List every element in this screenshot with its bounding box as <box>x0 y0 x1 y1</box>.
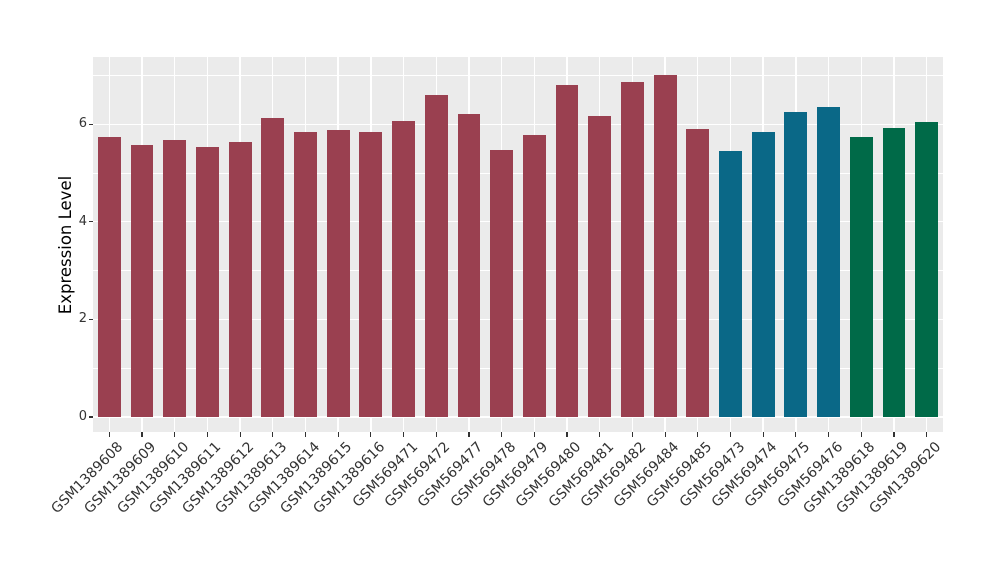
bar-GSM1389620 <box>915 121 939 417</box>
x-axis-tick <box>435 432 437 437</box>
x-axis-tick <box>402 432 405 437</box>
bar-GSM569480 <box>555 85 579 417</box>
x-axis-tick <box>370 432 372 437</box>
major-gridline <box>93 123 943 125</box>
bar-GSM569478 <box>490 150 514 417</box>
major-gridline <box>93 221 943 223</box>
x-axis-tick <box>468 432 470 437</box>
bar-GSM569477 <box>457 114 481 417</box>
x-axis-tick <box>729 432 732 437</box>
bar-GSM1389611 <box>195 147 219 417</box>
minor-gridline <box>93 172 943 174</box>
minor-gridline <box>93 75 943 76</box>
bar-GSM1389618 <box>849 136 873 417</box>
bar-GSM569476 <box>817 107 840 417</box>
x-axis-tick <box>697 432 699 437</box>
x-axis-tick <box>566 432 568 437</box>
x-axis-tick <box>827 432 830 437</box>
x-axis-tick <box>631 432 633 437</box>
y-axis-tick <box>88 123 93 125</box>
x-axis-tick <box>501 432 503 437</box>
y-axis-tick <box>88 416 93 418</box>
bar-GSM569479 <box>522 134 546 417</box>
y-axis-tick-label: 6 <box>78 116 87 132</box>
bar-GSM569474 <box>751 132 775 417</box>
bar-GSM1389609 <box>130 145 154 417</box>
minor-gridline <box>93 367 943 369</box>
bar-GSM1389612 <box>228 141 252 417</box>
x-axis-tick <box>926 432 928 437</box>
x-axis-tick <box>533 432 535 437</box>
y-axis-tick <box>88 221 93 223</box>
y-axis-tick <box>88 318 93 320</box>
bar-GSM1389616 <box>359 131 383 417</box>
bar-GSM1389610 <box>163 139 187 417</box>
x-axis-tick <box>239 432 241 437</box>
major-gridline <box>93 416 943 418</box>
bar-GSM569481 <box>588 115 612 417</box>
bar-GSM1389615 <box>326 130 350 417</box>
bar-GSM569471 <box>392 120 415 417</box>
x-axis-tick <box>664 432 666 437</box>
plot-panel <box>93 57 943 432</box>
y-axis-tick-label: 2 <box>78 311 87 327</box>
x-axis-tick <box>893 432 895 437</box>
bar-GSM1389608 <box>97 136 121 417</box>
bar-GSM1389619 <box>882 127 906 417</box>
x-axis-tick <box>337 432 339 437</box>
bar-GSM569484 <box>653 74 677 417</box>
bar-GSM569485 <box>686 129 710 417</box>
x-axis-tick <box>860 432 862 437</box>
x-axis-tick <box>599 432 601 437</box>
x-axis-tick <box>174 432 176 437</box>
x-axis-tick <box>108 432 110 437</box>
major-gridline <box>93 318 943 321</box>
x-axis-tick <box>141 432 143 437</box>
bar-GSM569475 <box>784 111 808 417</box>
x-axis-tick <box>304 432 307 437</box>
y-axis-tick-label: 0 <box>78 409 87 424</box>
bar-GSM1389613 <box>261 118 285 417</box>
x-axis-tick <box>206 432 208 437</box>
bar-GSM1389614 <box>294 132 317 417</box>
bar-GSM569472 <box>424 95 448 417</box>
x-axis-tick <box>272 432 274 437</box>
minor-gridline <box>93 270 943 271</box>
x-axis-tick <box>795 432 797 437</box>
y-axis-tick-label: 4 <box>78 213 87 229</box>
x-axis-tick <box>762 432 764 437</box>
bar-GSM569473 <box>719 151 742 417</box>
bar-GSM569482 <box>620 81 644 417</box>
